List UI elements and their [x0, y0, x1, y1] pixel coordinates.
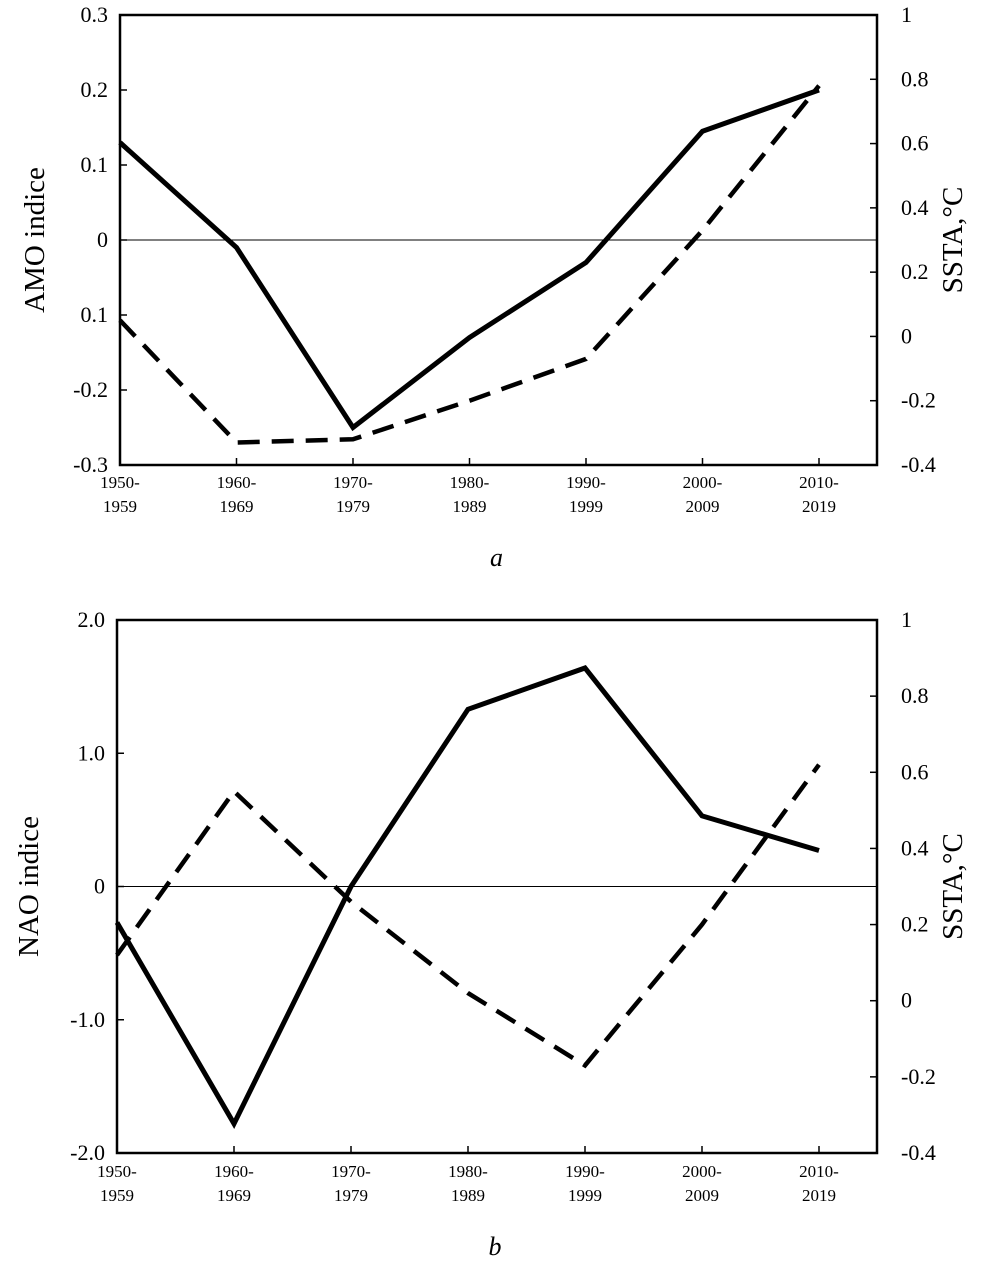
y2-tick-label: 0.4	[901, 195, 929, 220]
panel-label: b	[489, 1232, 502, 1261]
ssta-dashed-line	[118, 84, 821, 445]
x-tick-label-line1: 1980-	[448, 1162, 488, 1181]
y2-axis-title: SSTA,°C	[937, 833, 969, 940]
y2-tick-label: 1	[901, 2, 912, 27]
x-tick-label-line2: 1979	[336, 497, 370, 516]
panel-label: a	[490, 543, 503, 572]
y-tick-label: 0	[97, 227, 108, 252]
x-tick-label-line2: 1989	[453, 497, 487, 516]
x-tick-label-line1: 1990-	[565, 1162, 605, 1181]
y-axis-title: AMO indice	[19, 167, 51, 313]
y-tick-label: 1.0	[78, 740, 106, 765]
x-tick-label-line1: 1990-	[566, 473, 606, 492]
y-tick-label: 0.1	[81, 152, 109, 177]
x-tick-label-line2: 1969	[217, 1186, 251, 1205]
x-tick-label-line2: 1979	[334, 1186, 368, 1205]
x-tick-label-line2: 1959	[103, 497, 137, 516]
y-tick-label: 0.2	[81, 77, 109, 102]
y-tick-label: 0.3	[81, 2, 109, 27]
y2-axis-title: SSTA,°C	[937, 187, 969, 294]
y2-tick-label: 0	[901, 323, 912, 348]
x-tick-label-line2: 2019	[802, 497, 836, 516]
index-solid-line	[114, 665, 820, 1129]
y-tick-label: -0.2	[73, 377, 108, 402]
x-tick-label-line1: 1970-	[333, 473, 373, 492]
y2-tick-label: -0.2	[901, 388, 936, 413]
y2-tick-label: 0.4	[901, 835, 929, 860]
x-tick-label-line1: 2010-	[799, 1162, 839, 1181]
chart-panel-a: -0.3 -0.2 0.1 0 0.1 0.2 0.3 -0.4 -0.2 0 0.2 0.4 0.6 0…	[19, 2, 969, 572]
x-tick-label-line2: 2019	[802, 1186, 836, 1205]
y2-tick-label: -0.2	[901, 1064, 936, 1089]
x-tick-label-line1: 2010-	[799, 473, 839, 492]
x-tick-label-line1: 1950-	[97, 1162, 137, 1181]
x-tick-label-line2: 1989	[451, 1186, 485, 1205]
x-tick-label-line2: 2009	[685, 1186, 719, 1205]
y-axis-title: NAO indice	[13, 816, 45, 957]
y-tick-label: -1.0	[70, 1007, 105, 1032]
y2-tick-label: 0.8	[901, 66, 929, 91]
x-tick-label-line1: 2000-	[683, 473, 723, 492]
x-tick-label-line2: 1999	[568, 1186, 602, 1205]
y2-tick-label: -0.4	[901, 452, 936, 477]
x-tick-label-line1: 1960-	[217, 473, 257, 492]
y-tick-label: 2.0	[78, 607, 106, 632]
y2-tick-label: 0	[901, 988, 912, 1013]
ssta-dashed-line	[115, 763, 821, 1069]
x-tick-label-line1: 2000-	[682, 1162, 722, 1181]
y2-tick-label: 0.2	[901, 259, 929, 284]
y2-tick-label: 0.6	[901, 131, 929, 156]
x-tick-label-line1: 1950-	[100, 473, 140, 492]
x-tick-label-line2: 1999	[569, 497, 603, 516]
index-solid-line	[118, 87, 820, 432]
x-tick-label-line2: 2009	[686, 497, 720, 516]
chart-panel-b: -2.0 -1.0 0 1.0 2.0 -0.4 -0.2 0 0.2 0.4 0.6 0.8 1 195…	[13, 607, 969, 1261]
y-tick-label: 0	[94, 874, 105, 899]
y2-tick-label: -0.4	[901, 1140, 936, 1165]
y-tick-label: 0.1	[81, 302, 109, 327]
x-tick-label-line1: 1980-	[450, 473, 490, 492]
x-tick-label-line2: 1959	[100, 1186, 134, 1205]
y2-tick-label: 0.6	[901, 759, 929, 784]
y2-tick-label: 1	[901, 607, 912, 632]
y2-tick-label: 0.8	[901, 683, 929, 708]
x-tick-label-line1: 1970-	[331, 1162, 371, 1181]
y-tick-label: -2.0	[70, 1140, 105, 1165]
y2-tick-label: 0.2	[901, 912, 929, 937]
x-tick-label-line2: 1969	[220, 497, 254, 516]
y-tick-label: -0.3	[73, 452, 108, 477]
x-tick-label-line1: 1960-	[214, 1162, 254, 1181]
